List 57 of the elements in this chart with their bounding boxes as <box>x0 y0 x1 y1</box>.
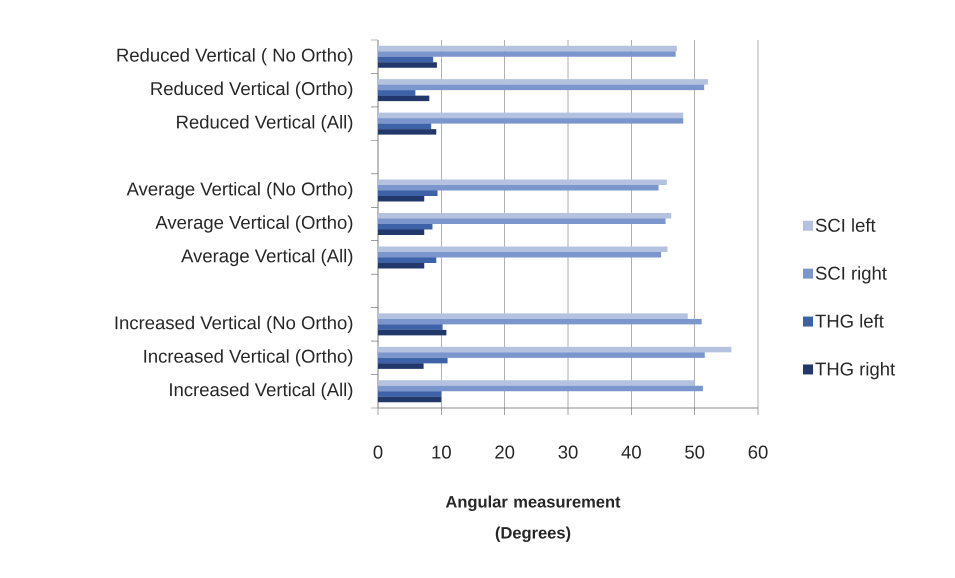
y-tick-label: Increased Vertical (All) <box>170 382 352 400</box>
bar <box>378 129 436 135</box>
bar <box>378 51 676 57</box>
y-tick-label: Reduced Vertical (Ortho) <box>151 82 352 99</box>
bar <box>378 352 705 358</box>
bar <box>378 257 436 263</box>
bar <box>378 386 703 392</box>
bar <box>378 56 434 62</box>
bar <box>378 190 438 196</box>
bar <box>378 252 662 258</box>
x-tick-label: 0 <box>374 446 382 459</box>
x-tick-label: 40 <box>621 446 641 459</box>
x-tick-label: 10 <box>432 446 451 459</box>
bar <box>378 62 437 68</box>
bar <box>378 396 442 402</box>
bar <box>378 46 677 52</box>
y-tick-label: Reduced Vertical ( No Ortho) <box>117 48 352 66</box>
bar <box>378 262 424 268</box>
legend-label: THG left <box>815 314 884 328</box>
x-tick-label: 60 <box>748 446 768 459</box>
bar <box>378 324 443 330</box>
bar <box>378 124 432 130</box>
bar <box>378 180 667 186</box>
bar <box>378 224 432 230</box>
x-tick-label: 30 <box>558 446 578 459</box>
bar <box>378 90 416 96</box>
bar <box>378 363 424 369</box>
bar <box>378 213 672 218</box>
bar <box>378 218 666 224</box>
bar <box>378 318 702 324</box>
bar <box>378 230 424 236</box>
bar <box>378 358 448 364</box>
x-tick-label: 50 <box>685 446 704 459</box>
legend-label: THG right <box>815 362 896 380</box>
bar <box>378 84 704 90</box>
bar <box>378 380 695 386</box>
bar <box>378 118 684 124</box>
y-tick-label: Reduced Vertical (All) <box>177 115 352 132</box>
bar <box>378 330 446 336</box>
bar <box>378 346 732 352</box>
bar <box>378 79 708 85</box>
y-tick-label: Increased Vertical (No Ortho) <box>116 316 352 333</box>
y-tick-label: Increased Vertical (Ortho) <box>144 349 352 366</box>
y-tick-label: Average Vertical (No Ortho) <box>126 182 352 200</box>
bar <box>378 112 684 118</box>
legend-label: SCI right <box>816 266 887 284</box>
bar <box>378 313 688 319</box>
bar <box>378 246 668 252</box>
bar <box>378 185 659 191</box>
bar <box>378 96 430 102</box>
y-tick-label: Average Vertical (Ortho) <box>155 215 352 233</box>
y-tick-label: Average Vertical (All) <box>181 248 352 266</box>
bar <box>378 196 424 202</box>
x-tick-label: 20 <box>495 446 514 459</box>
legend-label: SCI left <box>816 218 876 232</box>
bar <box>378 391 442 397</box>
x-axis-title: Angular measurement (Degrees) <box>446 496 620 542</box>
